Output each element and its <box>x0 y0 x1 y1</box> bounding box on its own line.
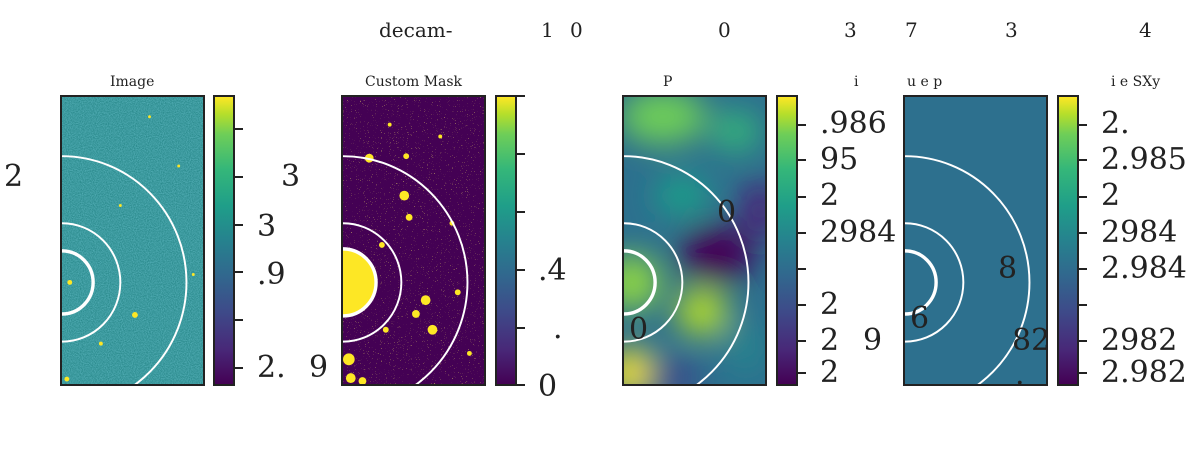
stray-label: 9 <box>309 350 329 385</box>
colorbar-tick <box>798 304 806 306</box>
model-panel <box>622 95 767 386</box>
colorbar <box>213 95 235 386</box>
colorbar-tick <box>517 384 525 386</box>
colorbar-tick <box>1079 340 1087 342</box>
colorbar-label: . <box>553 311 563 346</box>
colorbar-label: 0 <box>538 369 558 404</box>
colorbar-tick <box>235 176 243 178</box>
colorbar-label: 2.982 <box>1101 355 1187 390</box>
colorbar-label: 2 <box>820 355 840 390</box>
stray-label: 0 <box>717 195 737 230</box>
colorbar-label: .4 <box>538 253 567 288</box>
stray-label: 3 <box>281 159 301 194</box>
colorbar-tick <box>1079 232 1087 234</box>
header-fragment: 7 <box>905 18 918 42</box>
colorbar-label: .986 <box>820 106 887 141</box>
stray-label: 9 <box>863 323 883 358</box>
colorbar-tick <box>798 232 806 234</box>
colorbar-tick <box>517 327 525 329</box>
colorbar-label: 2.985 <box>1101 142 1187 177</box>
stray-label: 8 <box>998 251 1018 286</box>
colorbar-label: 3 <box>257 209 277 244</box>
panel-title: i <box>854 74 859 90</box>
colorbar-label: 2. <box>1101 106 1130 141</box>
colorbar-tick <box>235 271 243 273</box>
colorbar-label: 2984 <box>820 215 897 250</box>
colorbar-tick <box>1079 268 1087 270</box>
stray-label: . <box>1015 357 1025 392</box>
model-canvas <box>624 97 765 384</box>
colorbar-tick <box>798 340 806 342</box>
colorbar-tick <box>517 269 525 271</box>
colorbar-label: 95 <box>820 142 859 177</box>
colorbar-tick <box>1079 124 1087 126</box>
colorbar-label: 2 <box>820 287 840 322</box>
header-fragment: 4 <box>1139 18 1152 42</box>
colorbar <box>776 95 798 386</box>
colorbar-tick <box>517 153 525 155</box>
header-fragment: 0 <box>718 18 731 42</box>
stray-label: 2 <box>4 159 24 194</box>
header-fragment: 3 <box>844 18 857 42</box>
colorbar-tick <box>798 268 806 270</box>
image-canvas <box>62 97 203 384</box>
image-panel <box>60 95 205 386</box>
uniform-canvas <box>905 97 1046 384</box>
stray-label: 0 <box>629 312 649 347</box>
colorbar-label: 2982 <box>1101 323 1178 358</box>
panel-title: P <box>663 74 673 90</box>
colorbar-tick <box>235 224 243 226</box>
colorbar-label: .9 <box>257 257 286 292</box>
colorbar-tick <box>798 196 806 198</box>
header-fragment: 0 <box>570 18 583 42</box>
colorbar-label: 2 <box>820 323 840 358</box>
colorbar-tick <box>1079 196 1087 198</box>
panel-title: Custom Mask <box>365 74 463 90</box>
colorbar-tick <box>798 159 806 161</box>
header-fragment: decam- <box>379 18 453 42</box>
panel-title: i e SXy <box>1111 74 1161 90</box>
mask-canvas <box>343 97 484 384</box>
colorbar-tick <box>235 319 243 321</box>
mask-panel <box>341 95 486 386</box>
colorbar-tick <box>517 211 525 213</box>
colorbar-tick <box>517 95 525 97</box>
colorbar-label: 2 <box>820 178 840 213</box>
stray-label: 6 <box>910 301 930 336</box>
colorbar-label: 2. <box>257 350 286 385</box>
colorbar-tick <box>235 367 243 369</box>
colorbar-tick <box>798 372 806 374</box>
colorbar-tick <box>1079 304 1087 306</box>
colorbar-label: 2.984 <box>1101 251 1187 286</box>
colorbar-tick <box>235 128 243 130</box>
stray-label: 82 <box>1012 323 1051 358</box>
uniform-panel <box>903 95 1048 386</box>
colorbar <box>495 95 517 386</box>
header-fragment: 1 <box>541 18 554 42</box>
colorbar-tick <box>798 124 806 126</box>
colorbar <box>1057 95 1079 386</box>
colorbar-tick <box>1079 372 1087 374</box>
panel-title: u e p <box>907 74 943 90</box>
header-fragment: 3 <box>1005 18 1018 42</box>
colorbar-tick <box>1079 159 1087 161</box>
panel-title: Image <box>110 74 155 90</box>
colorbar-label: 2 <box>1101 178 1121 213</box>
colorbar-label: 2984 <box>1101 215 1178 250</box>
